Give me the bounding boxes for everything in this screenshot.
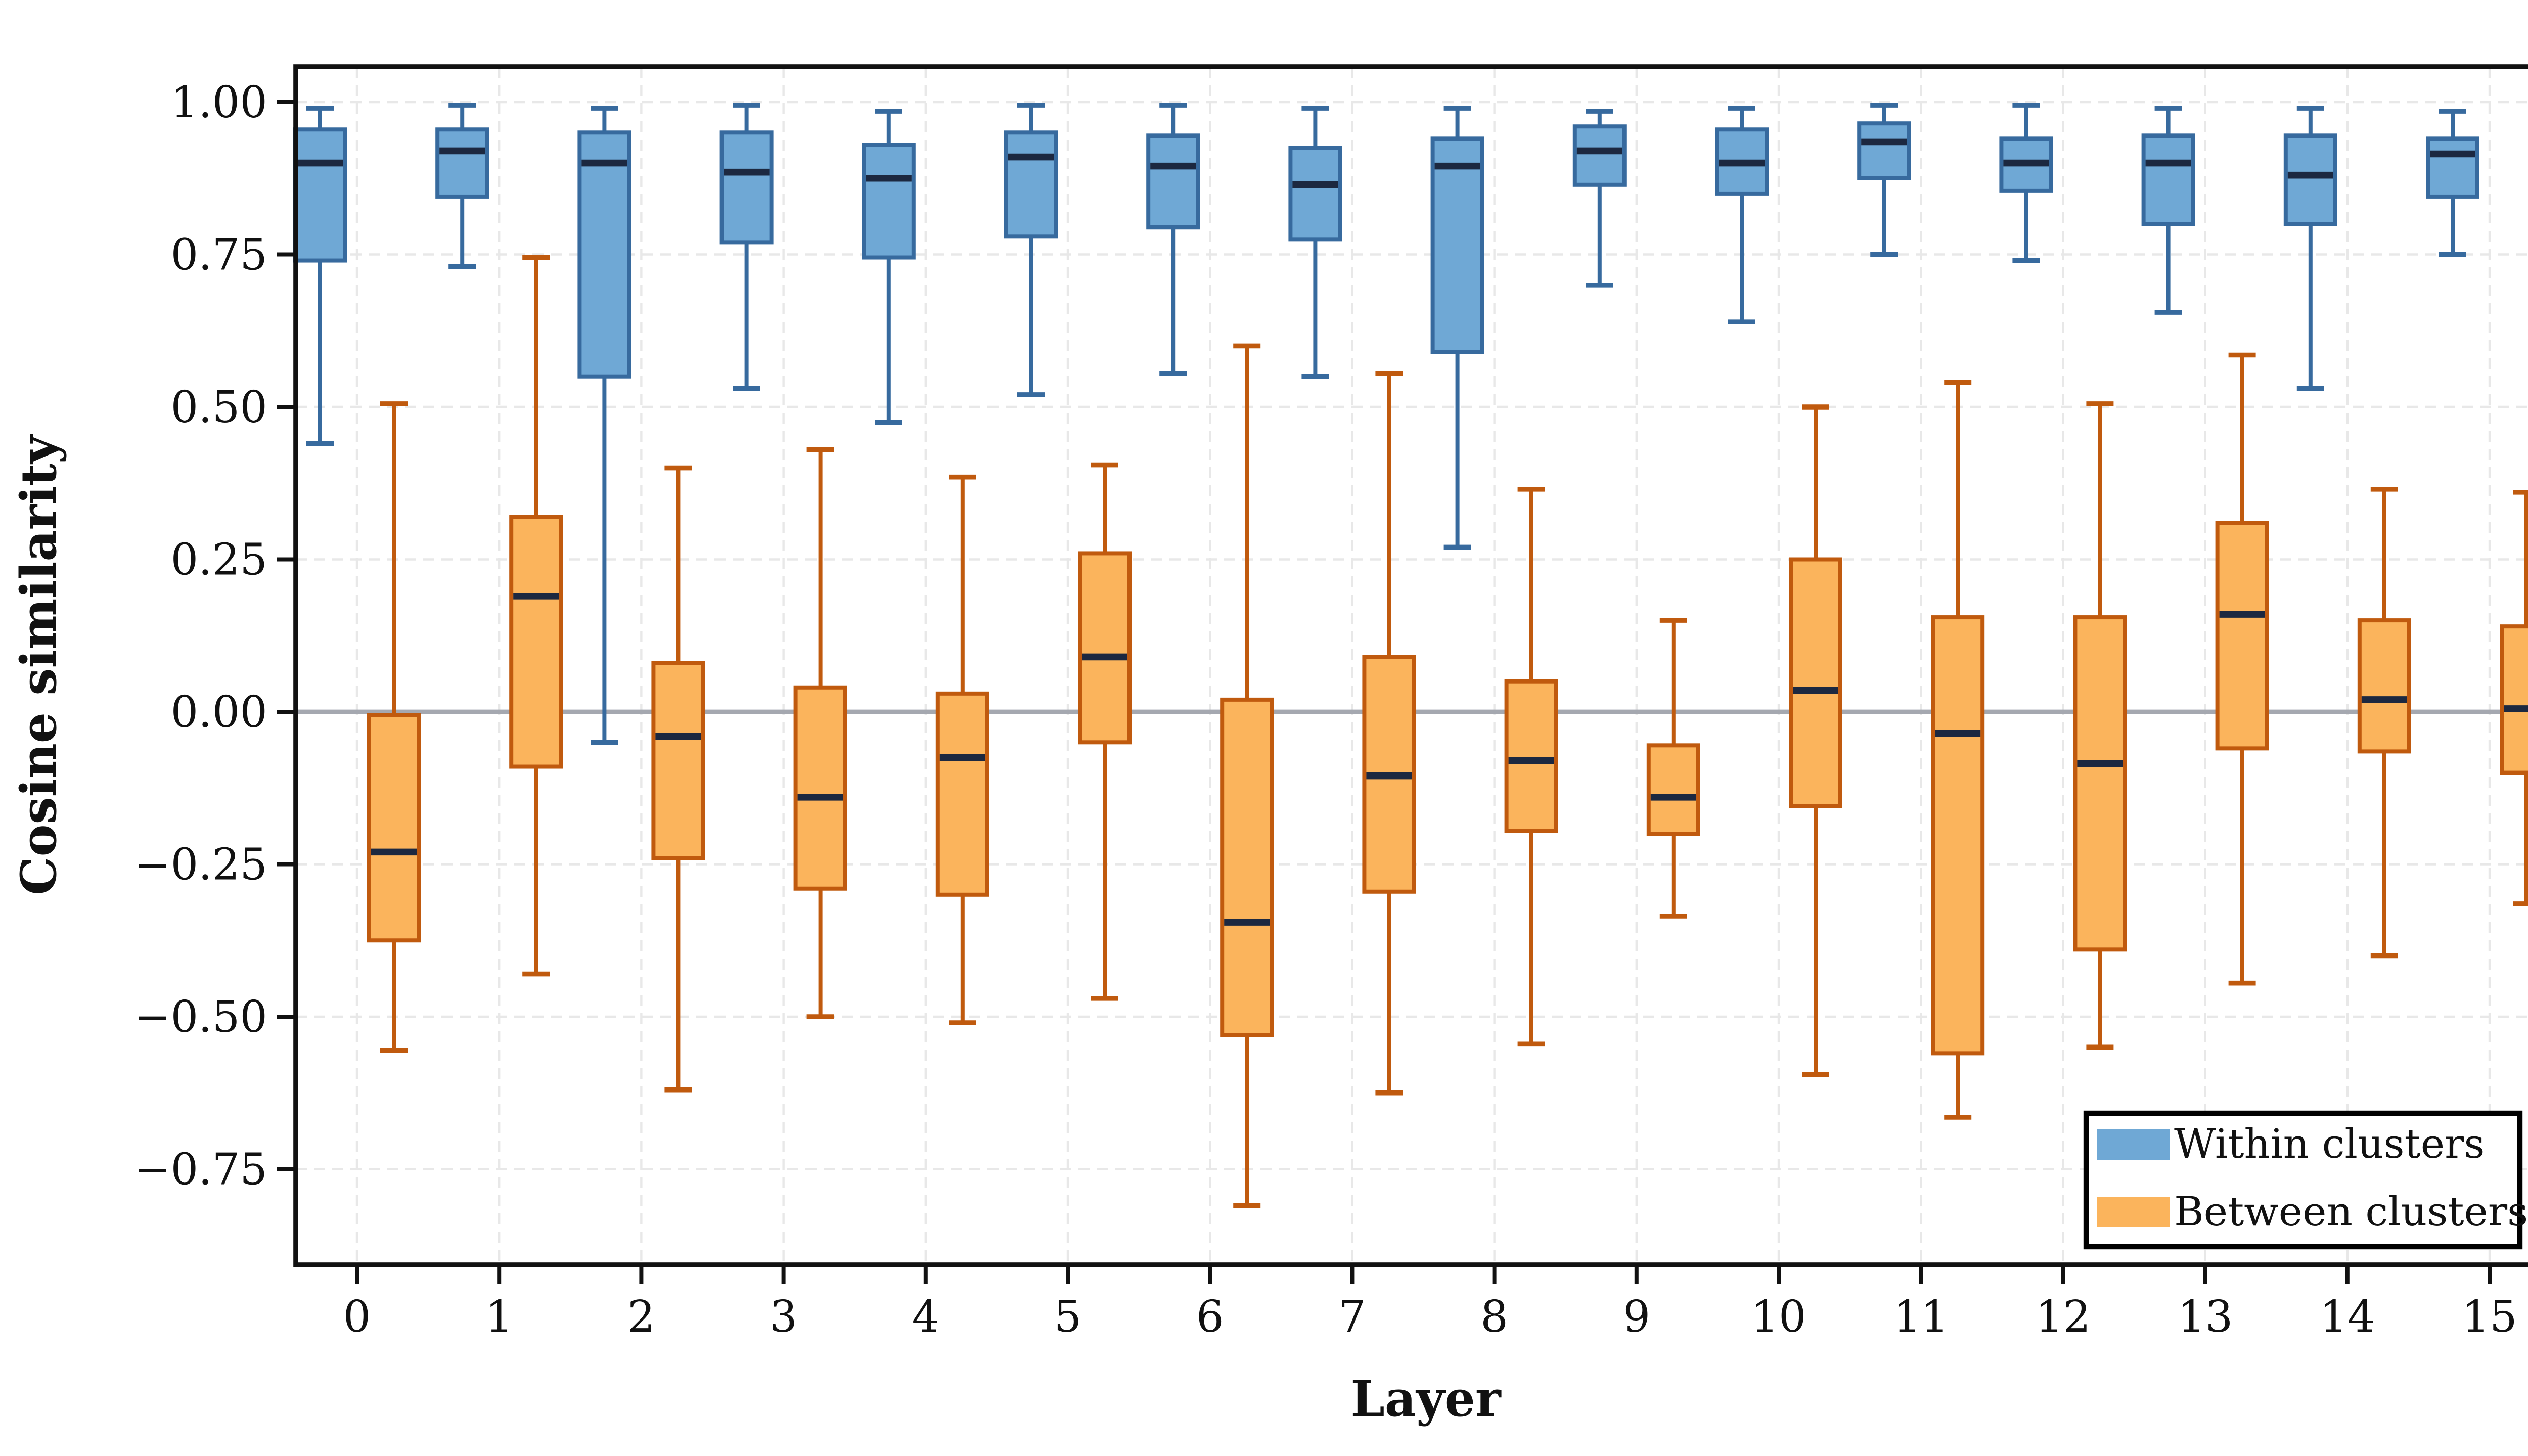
iqr-box — [1004, 130, 1058, 239]
iqr-box — [1288, 146, 1342, 242]
x-tick-label-7: 7 — [1338, 1292, 1366, 1342]
box-between-layer-13 — [2215, 352, 2269, 986]
box-within-layer-0 — [293, 106, 347, 446]
box-between-layer-4 — [935, 474, 989, 1025]
x-tick-label-15: 15 — [2462, 1292, 2517, 1342]
iqr-box — [2426, 136, 2479, 199]
axis-layer — [293, 64, 2528, 1267]
x-tick-label-3: 3 — [770, 1292, 797, 1342]
iqr-box — [1220, 697, 1274, 1037]
box-between-layer-11 — [1931, 380, 1985, 1120]
box-within-layer-4 — [862, 109, 916, 425]
grid-layer — [296, 67, 2528, 1265]
iqr-box — [1078, 551, 1132, 745]
iqr-box — [435, 127, 489, 199]
box-between-layer-1 — [509, 255, 563, 977]
box-within-layer-14 — [2283, 106, 2337, 391]
y-tick-label-0.5: 0.50 — [171, 382, 267, 433]
iqr-box — [1430, 136, 1484, 354]
box-within-layer-3 — [719, 103, 774, 391]
iqr-box — [862, 143, 916, 260]
x-axis-title: Layer — [1350, 1370, 1502, 1427]
iqr-box — [1646, 743, 1700, 836]
x-tick-label-5: 5 — [1054, 1292, 1082, 1342]
x-tick-label-8: 8 — [1480, 1292, 1508, 1342]
legend: Within clusters Between clusters — [2083, 1110, 2528, 1250]
legend-label-between: Between clusters — [2174, 1188, 2528, 1235]
iqr-box — [651, 661, 705, 860]
tick-layer: 1.000.750.500.250.00−0.25−0.50−0.750 1 2 3 4… — [134, 77, 2517, 1342]
iqr-box — [2073, 615, 2127, 952]
plot-frame — [293, 64, 2528, 1267]
box-within-layer-7 — [1288, 106, 1342, 379]
iqr-box — [1572, 124, 1627, 187]
y-tick-label--0.5: −0.50 — [134, 992, 267, 1042]
iqr-box — [1789, 557, 1842, 808]
box-layer — [293, 103, 2528, 1208]
box-within-layer-5 — [1004, 103, 1058, 397]
iqr-box — [2283, 133, 2337, 226]
iqr-box — [577, 130, 631, 379]
x-tick-label-13: 13 — [2178, 1292, 2233, 1342]
x-tick-label-11: 11 — [1893, 1292, 1948, 1342]
y-tick-label-0: 0.00 — [171, 687, 267, 738]
x-tick-label-1: 1 — [485, 1292, 513, 1342]
box-between-layer-3 — [793, 447, 847, 1019]
box-between-layer-15 — [2500, 490, 2528, 906]
y-tick-label--0.25: −0.25 — [134, 840, 267, 890]
box-between-layer-9 — [1646, 618, 1700, 919]
box-between-layer-8 — [1504, 487, 1558, 1047]
box-between-layer-6 — [1220, 343, 1274, 1208]
x-tick-label-9: 9 — [1622, 1292, 1650, 1342]
box-between-layer-2 — [651, 465, 705, 1093]
y-tick-label-0.25: 0.25 — [171, 535, 267, 585]
iqr-box — [1857, 121, 1911, 180]
iqr-box — [2215, 521, 2269, 751]
iqr-box — [793, 685, 847, 891]
box-within-layer-15 — [2426, 109, 2479, 257]
y-tick-label-1: 1.00 — [171, 77, 267, 128]
box-between-layer-12 — [2073, 401, 2127, 1050]
iqr-box — [935, 691, 989, 897]
box-between-layer-10 — [1789, 404, 1842, 1077]
box-within-layer-10 — [1715, 106, 1769, 324]
box-between-layer-7 — [1362, 371, 1416, 1096]
x-tick-label-6: 6 — [1196, 1292, 1224, 1342]
x-tick-label-14: 14 — [2320, 1292, 2375, 1342]
iqr-box — [2357, 618, 2411, 754]
box-within-layer-13 — [2141, 106, 2195, 315]
iqr-box — [1146, 133, 1200, 230]
box-within-layer-6 — [1146, 103, 1200, 376]
iqr-box — [1931, 615, 1985, 1056]
x-tick-label-2: 2 — [627, 1292, 655, 1342]
box-within-layer-1 — [435, 103, 489, 269]
y-tick-label--0.75: −0.75 — [134, 1145, 267, 1195]
x-tick-label-0: 0 — [343, 1292, 371, 1342]
x-tick-label-4: 4 — [912, 1292, 939, 1342]
iqr-box — [509, 515, 563, 769]
box-between-layer-14 — [2357, 487, 2411, 959]
box-between-layer-5 — [1078, 462, 1132, 1001]
x-tick-label-12: 12 — [2036, 1292, 2091, 1342]
iqr-box — [2500, 624, 2528, 775]
x-tick-label-10: 10 — [1751, 1292, 1806, 1342]
box-within-layer-11 — [1857, 103, 1911, 257]
box-within-layer-2 — [577, 106, 631, 745]
box-within-layer-8 — [1430, 106, 1484, 550]
iqr-box — [1504, 679, 1558, 833]
iqr-box — [719, 130, 774, 245]
box-within-layer-12 — [1999, 103, 2053, 263]
box-between-layer-0 — [367, 401, 421, 1053]
iqr-box — [2141, 133, 2195, 226]
y-tick-label-0.75: 0.75 — [171, 230, 267, 281]
legend-label-within: Within clusters — [2174, 1120, 2485, 1167]
legend-swatch-between — [2097, 1197, 2170, 1227]
legend-swatch-within — [2097, 1129, 2170, 1160]
iqr-box — [367, 713, 421, 943]
box-within-layer-9 — [1572, 109, 1627, 288]
y-axis-title: Cosine similarity — [10, 434, 67, 895]
iqr-box — [293, 127, 347, 263]
